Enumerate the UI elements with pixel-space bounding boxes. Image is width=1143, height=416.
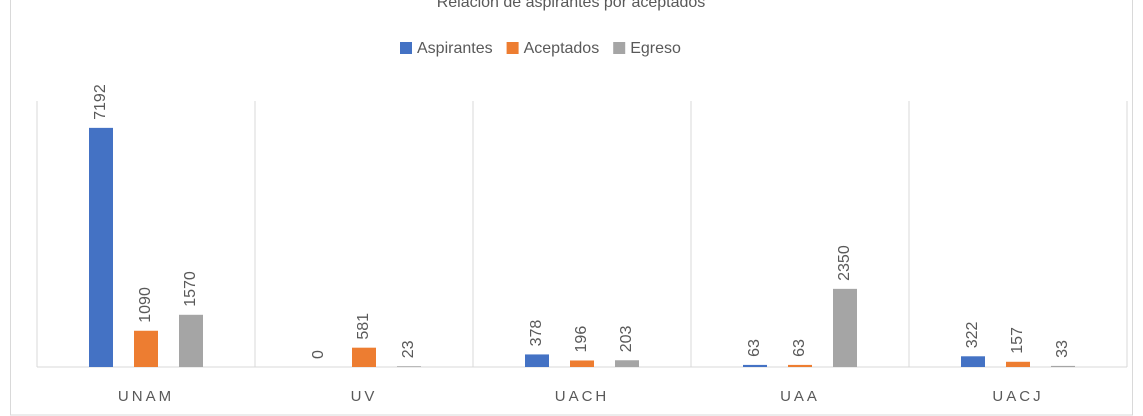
bar <box>743 364 767 367</box>
data-label: 196 <box>573 326 590 353</box>
bar <box>352 347 376 367</box>
bar <box>179 314 203 367</box>
legend-swatch <box>506 42 519 54</box>
data-label: 322 <box>964 321 981 348</box>
bar <box>788 364 812 367</box>
data-label: 1090 <box>137 287 154 323</box>
chart-title: Relación de aspirantes por aceptados <box>437 0 706 11</box>
x-tick-label: UNAM <box>118 388 174 405</box>
bar <box>397 366 421 367</box>
legend-swatch <box>400 42 412 54</box>
bar <box>525 354 549 367</box>
bar <box>1006 361 1030 367</box>
data-label: 0 <box>310 350 327 359</box>
data-label: 33 <box>1054 340 1071 358</box>
data-label: 581 <box>355 313 372 340</box>
x-tick-label: UV <box>351 388 378 405</box>
chart-frame <box>10 0 1133 416</box>
legend-label: Aspirantes <box>417 40 493 57</box>
legend-label: Aceptados <box>524 40 600 57</box>
x-tick-label: UACH <box>555 388 610 405</box>
data-label: 23 <box>400 340 417 358</box>
bar <box>570 360 594 367</box>
data-label: 7192 <box>92 84 109 120</box>
bar <box>833 288 857 367</box>
bar <box>961 356 985 367</box>
x-tick-label: UAA <box>780 388 820 405</box>
data-label: 63 <box>746 339 763 357</box>
data-label: 157 <box>1009 327 1026 354</box>
bar <box>1051 365 1075 367</box>
x-tick-label: UACJ <box>992 388 1043 405</box>
data-label: 2350 <box>836 245 853 281</box>
legend-label: Egreso <box>630 40 681 57</box>
legend-swatch <box>613 42 626 54</box>
data-label: 378 <box>528 320 545 347</box>
bar <box>89 127 113 367</box>
bar <box>615 360 639 367</box>
data-label: 63 <box>791 339 808 357</box>
bar <box>134 330 158 367</box>
data-label: 1570 <box>182 271 199 307</box>
data-label: 203 <box>618 325 635 352</box>
